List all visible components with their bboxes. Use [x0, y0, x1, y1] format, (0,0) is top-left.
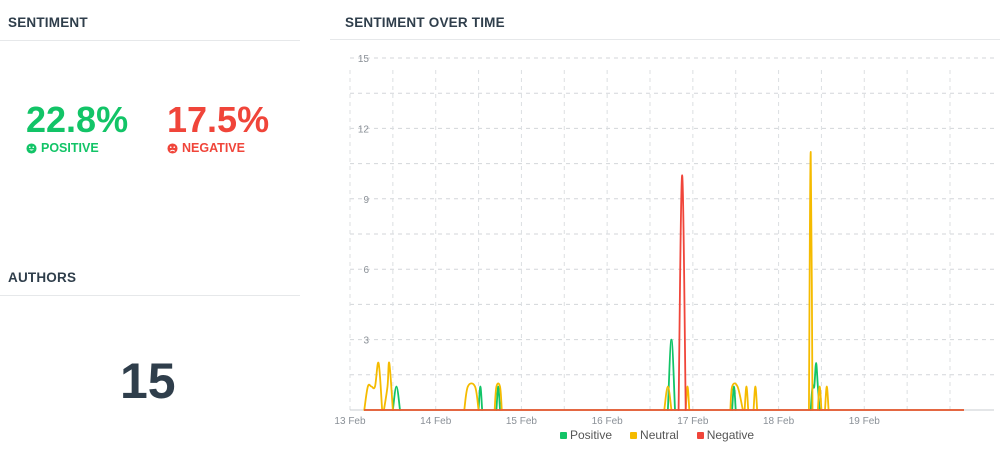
- positive-label-text: POSITIVE: [41, 141, 99, 155]
- series-neutral-line: [729, 382, 744, 411]
- legend-label-negative: Negative: [706, 428, 755, 442]
- y-tick-label: 6: [363, 265, 369, 276]
- series-neutral-line: [808, 150, 814, 411]
- x-tick-label: 19 Feb: [849, 416, 881, 427]
- series-neutral-line: [743, 385, 750, 411]
- series-positive-line: [495, 385, 501, 411]
- chart-title-divider: [330, 39, 1000, 40]
- y-tick-label: 15: [358, 54, 370, 65]
- series-neutral-line: [663, 385, 673, 411]
- positive-label: POSITIVE: [26, 141, 99, 155]
- series-neutral-line: [493, 382, 503, 411]
- legend-swatch-neutral: [630, 431, 638, 439]
- y-axis: 3 6 9 12 15: [358, 54, 370, 347]
- legend-swatch-negative: [696, 431, 704, 439]
- x-tick-label: 14 Feb: [420, 416, 452, 427]
- legend-item-neutral[interactable]: Neutral: [630, 428, 679, 442]
- negative-label-text: NEGATIVE: [182, 141, 245, 155]
- x-axis: 13 Feb 14 Feb 15 Feb 16 Feb 17 Feb 18 Feb 19 F…: [334, 416, 880, 427]
- series-neutral-line: [752, 385, 759, 411]
- x-tick-label: 17 Feb: [677, 416, 709, 427]
- legend-item-positive[interactable]: Positive: [560, 428, 612, 442]
- negative-percentage: 17.5%: [167, 99, 270, 140]
- frown-icon: [167, 142, 178, 154]
- legend-label-positive: Positive: [570, 428, 613, 442]
- y-tick-label: 12: [358, 124, 370, 135]
- positive-percentage: 22.8%: [26, 99, 129, 140]
- authors-title-divider: [0, 295, 300, 296]
- legend-swatch-positive: [560, 431, 567, 439]
- x-tick-label: 15 Feb: [506, 416, 538, 427]
- smile-icon: [26, 142, 37, 154]
- y-tick-label: 9: [363, 195, 369, 206]
- series-neutral-line: [816, 385, 823, 411]
- authors-title: AUTHORS: [8, 270, 77, 285]
- sentiment-title-divider: [0, 40, 300, 41]
- negative-label: NEGATIVE: [167, 141, 245, 155]
- series-negative-line: [677, 174, 687, 411]
- x-tick-label: 13 Feb: [334, 416, 366, 427]
- y-tick-label: 3: [363, 336, 369, 347]
- chart-panel-title: SENTIMENT OVER TIME: [345, 15, 505, 30]
- legend-label-neutral: Neutral: [640, 428, 679, 442]
- legend-item-negative[interactable]: Negative: [696, 428, 755, 442]
- chart-legend: Positive Neutral Negative: [560, 428, 754, 442]
- chart-series: [363, 150, 964, 411]
- series-positive-line: [477, 385, 484, 411]
- series-neutral-line: [363, 361, 384, 411]
- chart-grid: [349, 57, 994, 411]
- series-neutral-line: [383, 361, 394, 411]
- authors-count: 15: [120, 353, 176, 409]
- series-neutral-line: [463, 382, 480, 411]
- series-neutral-line: [824, 385, 830, 411]
- x-tick-label: 16 Feb: [592, 416, 624, 427]
- series-positive-line: [391, 385, 401, 411]
- sentiment-over-time-chart: 3 6 9 12 15 13 Feb 14 Feb 15 Feb 16 Feb 17 Feb 18…: [334, 54, 994, 427]
- sentiment-title: SENTIMENT: [8, 15, 88, 30]
- x-tick-label: 18 Feb: [763, 416, 795, 427]
- series-positive-line: [731, 385, 737, 411]
